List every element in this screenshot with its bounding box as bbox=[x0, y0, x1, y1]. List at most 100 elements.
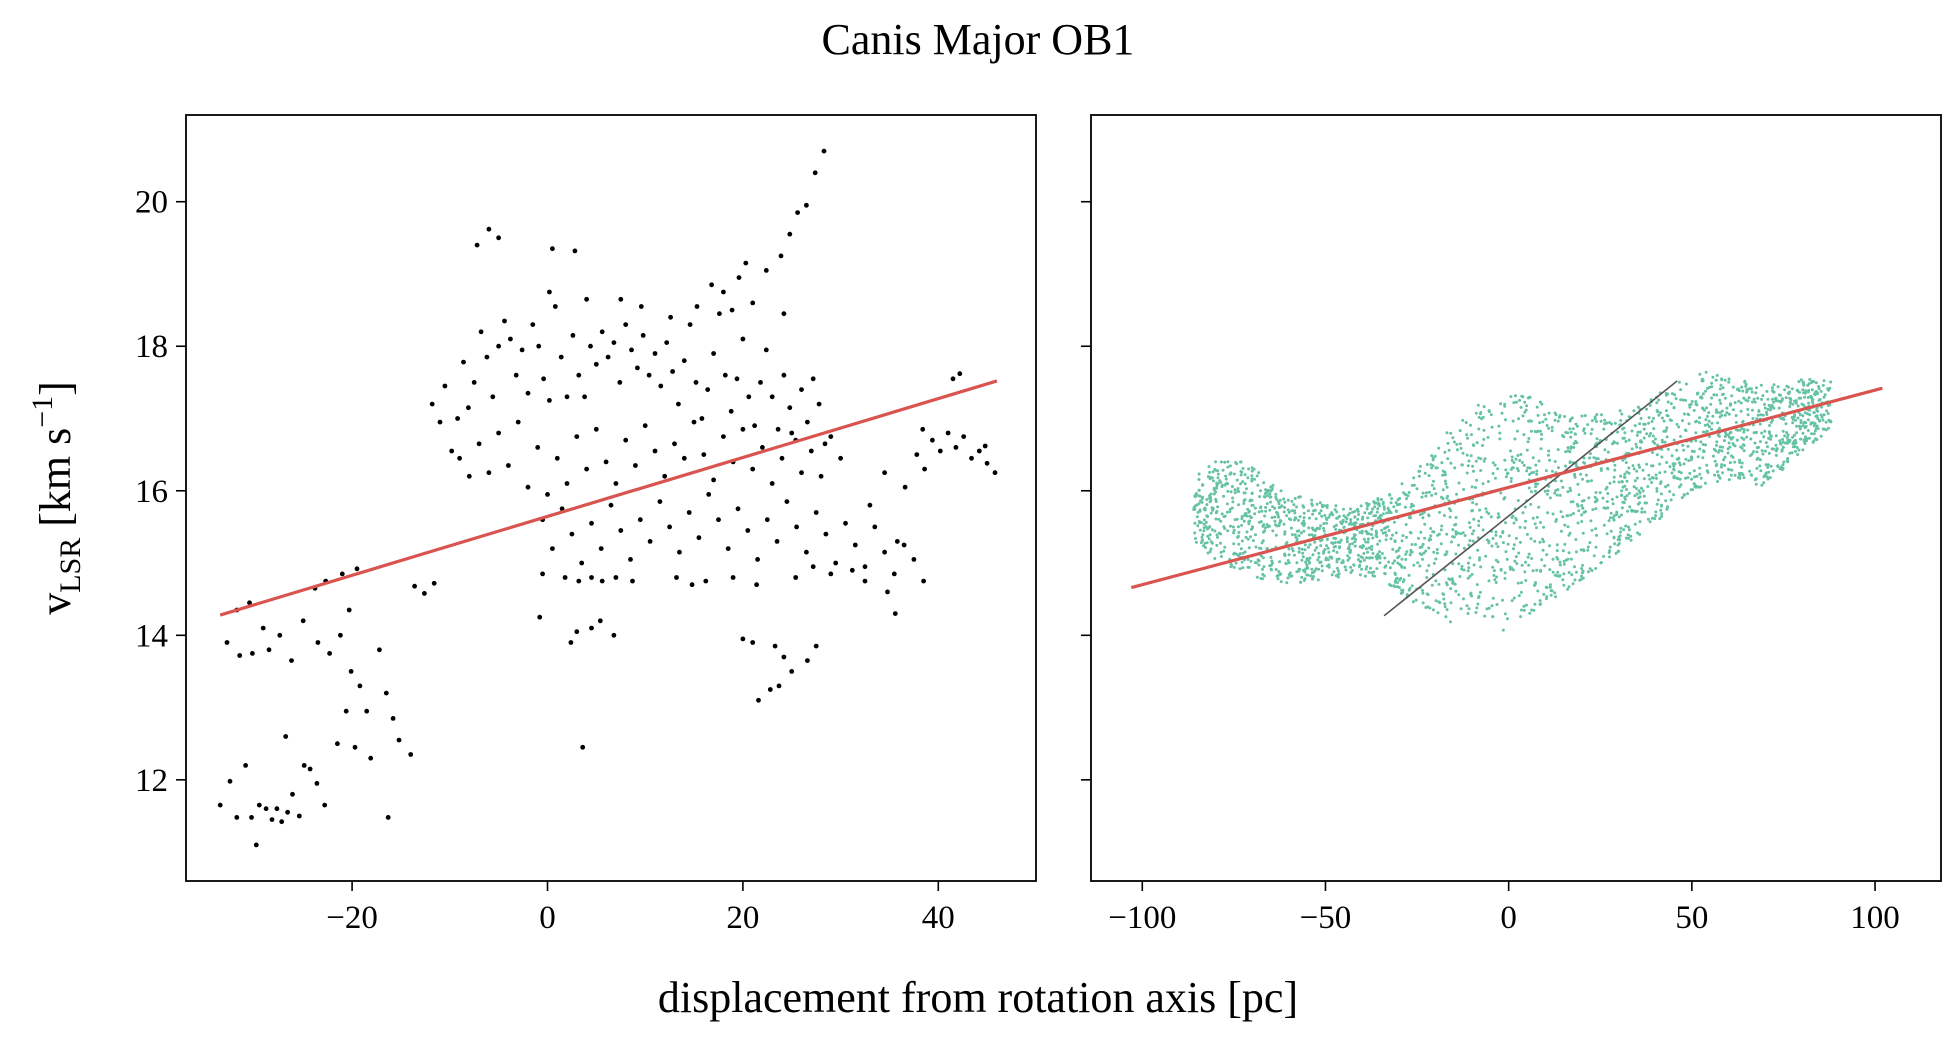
model-point bbox=[1261, 572, 1265, 576]
model-point bbox=[1511, 568, 1515, 572]
model-point bbox=[1574, 550, 1578, 554]
model-point bbox=[1496, 545, 1500, 549]
model-point bbox=[1623, 472, 1627, 476]
model-point bbox=[1740, 385, 1744, 389]
model-point bbox=[1527, 552, 1531, 556]
model-point bbox=[1468, 525, 1472, 529]
model-point bbox=[1577, 493, 1581, 497]
model-point bbox=[1477, 415, 1481, 419]
model-point bbox=[1754, 482, 1758, 486]
observed-point bbox=[574, 434, 580, 439]
model-point bbox=[1291, 549, 1295, 553]
model-point bbox=[1271, 561, 1274, 565]
model-point bbox=[1289, 518, 1293, 522]
model-point bbox=[1431, 608, 1435, 612]
model-point bbox=[1495, 603, 1499, 606]
model-point bbox=[1216, 476, 1220, 480]
model-point bbox=[1476, 548, 1480, 552]
model-point bbox=[1655, 453, 1659, 457]
model-point bbox=[1216, 472, 1220, 476]
model-point bbox=[1679, 483, 1683, 487]
model-point bbox=[1788, 405, 1792, 408]
model-point bbox=[1491, 472, 1495, 475]
model-point bbox=[1311, 553, 1315, 557]
model-point bbox=[1740, 465, 1743, 469]
model-point bbox=[1404, 552, 1408, 556]
model-point bbox=[1467, 521, 1471, 525]
model-point bbox=[1490, 544, 1494, 548]
model-point bbox=[1549, 589, 1553, 593]
model-point bbox=[1637, 489, 1641, 493]
observed-point bbox=[457, 455, 462, 461]
model-point bbox=[1524, 408, 1528, 412]
model-point bbox=[1696, 455, 1700, 459]
model-point bbox=[1245, 514, 1249, 518]
model-point bbox=[1282, 510, 1286, 514]
model-point bbox=[1322, 522, 1326, 526]
model-point bbox=[1346, 547, 1350, 551]
model-point bbox=[1733, 460, 1737, 464]
model-point bbox=[1351, 542, 1354, 546]
model-point bbox=[1320, 514, 1324, 518]
right-panel: −100 −50 0 50 100 bbox=[1081, 114, 1942, 936]
model-point bbox=[1333, 508, 1337, 512]
model-point bbox=[1338, 545, 1341, 549]
observed-point bbox=[717, 311, 722, 317]
model-point bbox=[1247, 509, 1251, 513]
model-point bbox=[1580, 574, 1583, 578]
model-point bbox=[1715, 393, 1719, 397]
model-point bbox=[1582, 499, 1586, 502]
model-point bbox=[1749, 387, 1753, 391]
model-point bbox=[1796, 453, 1800, 457]
model-point bbox=[1215, 509, 1219, 513]
model-point bbox=[1757, 445, 1761, 449]
model-point bbox=[1268, 508, 1272, 512]
observed-point bbox=[705, 387, 711, 392]
model-point bbox=[1801, 381, 1805, 385]
model-point bbox=[1604, 506, 1608, 510]
model-point bbox=[1420, 495, 1424, 499]
model-point bbox=[1594, 507, 1598, 511]
model-point bbox=[1704, 389, 1707, 393]
model-point bbox=[1198, 528, 1202, 532]
model-point bbox=[1512, 596, 1516, 600]
observed-point bbox=[722, 372, 728, 378]
model-point bbox=[1222, 494, 1226, 498]
model-point bbox=[1810, 388, 1814, 392]
observed-point bbox=[605, 354, 611, 360]
model-point bbox=[1761, 413, 1765, 417]
model-point bbox=[1269, 485, 1273, 489]
observed-point bbox=[279, 819, 285, 825]
model-point bbox=[1638, 491, 1642, 495]
model-point bbox=[1384, 538, 1388, 542]
model-point bbox=[1593, 417, 1597, 421]
model-point bbox=[1302, 511, 1306, 515]
model-point bbox=[1219, 519, 1223, 523]
model-point bbox=[1821, 383, 1825, 387]
model-point bbox=[1418, 464, 1422, 468]
model-point bbox=[1466, 576, 1470, 580]
observed-point bbox=[570, 333, 576, 338]
model-point bbox=[1395, 585, 1399, 589]
model-point bbox=[1682, 412, 1686, 416]
observed-point bbox=[992, 470, 998, 476]
model-point bbox=[1635, 492, 1639, 496]
model-point bbox=[1510, 455, 1514, 459]
model-point bbox=[1742, 476, 1746, 480]
model-point bbox=[1580, 571, 1584, 575]
model-point bbox=[1725, 406, 1729, 410]
model-point bbox=[1213, 557, 1217, 560]
observed-point bbox=[307, 766, 313, 772]
model-point bbox=[1343, 565, 1347, 569]
model-point bbox=[1788, 400, 1792, 404]
model-point bbox=[1562, 559, 1566, 563]
model-point bbox=[1464, 421, 1468, 424]
model-point bbox=[1404, 493, 1408, 497]
model-point bbox=[1245, 530, 1249, 534]
model-point bbox=[1648, 477, 1652, 481]
model-point bbox=[1440, 461, 1444, 465]
model-point bbox=[1316, 558, 1320, 562]
observed-point bbox=[519, 347, 525, 353]
model-point bbox=[1430, 493, 1434, 497]
model-point bbox=[1795, 446, 1799, 449]
